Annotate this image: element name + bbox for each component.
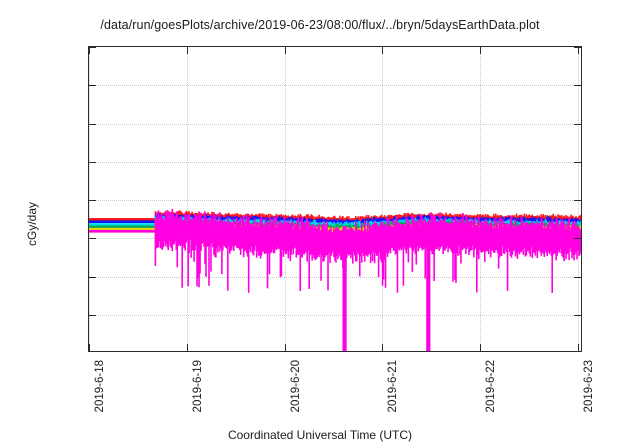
y-tick-mark — [574, 276, 581, 278]
y-tick-mark — [574, 123, 581, 125]
y-tick-mark — [574, 47, 581, 48]
gridline-horizontal — [89, 200, 581, 201]
x-tick-mark — [480, 344, 482, 351]
x-tick-mark — [89, 47, 90, 54]
y-axis-label: cGy/day — [25, 201, 40, 247]
trace-canvas — [89, 208, 581, 351]
x-tick-mark — [186, 47, 188, 54]
gridline-vertical — [480, 47, 482, 351]
x-tick-mark — [578, 47, 579, 54]
y-tick-mark — [574, 161, 581, 163]
x-tick-label: 2019-6-19 — [191, 360, 204, 413]
y-tick-mark — [89, 47, 96, 48]
gridline-vertical — [284, 47, 286, 351]
y-tick-mark — [89, 85, 96, 87]
x-tick-label: 2019-6-22 — [485, 360, 498, 413]
x-tick-mark — [284, 47, 286, 54]
gridline-horizontal — [89, 276, 581, 278]
gridline-horizontal — [89, 161, 581, 163]
gridline-vertical — [578, 47, 579, 351]
gridline-horizontal — [89, 85, 581, 87]
gridline-vertical — [186, 47, 188, 351]
x-tick-mark — [578, 344, 579, 351]
x-tick-mark — [186, 344, 188, 351]
gridline-horizontal — [89, 314, 581, 316]
data-layer — [89, 47, 581, 351]
x-axis-label: Coordinated Universal Time (UTC) — [227, 428, 413, 442]
gridline-vertical — [89, 47, 90, 351]
y-tick-mark — [574, 314, 581, 316]
gridline-horizontal — [89, 123, 581, 125]
x-tick-label: 2019-6-21 — [387, 360, 400, 413]
x-tick-mark — [89, 344, 90, 351]
x-tick-mark — [382, 344, 384, 351]
y-tick-mark — [574, 200, 581, 201]
y-tick-mark — [89, 314, 96, 316]
x-tick-label: 2019-6-20 — [289, 360, 302, 413]
x-tick-label: 2019-6-18 — [94, 360, 106, 413]
y-tick-mark — [89, 161, 96, 163]
x-tick-label: 2019-6-23 — [583, 360, 595, 413]
x-tick-mark — [480, 47, 482, 54]
y-tick-mark — [89, 200, 96, 201]
x-tick-mark — [382, 47, 384, 54]
y-tick-mark — [89, 238, 96, 240]
grid-layer — [89, 47, 581, 351]
x-tick-mark — [284, 344, 286, 351]
y-tick-mark — [574, 238, 581, 240]
plot-area — [88, 46, 582, 352]
gridline-vertical — [382, 47, 384, 351]
page-title: /data/run/goesPlots/archive/2019-06-23/0… — [100, 18, 540, 32]
y-tick-mark — [89, 276, 96, 278]
y-tick-mark — [574, 85, 581, 87]
y-tick-mark — [89, 123, 96, 125]
